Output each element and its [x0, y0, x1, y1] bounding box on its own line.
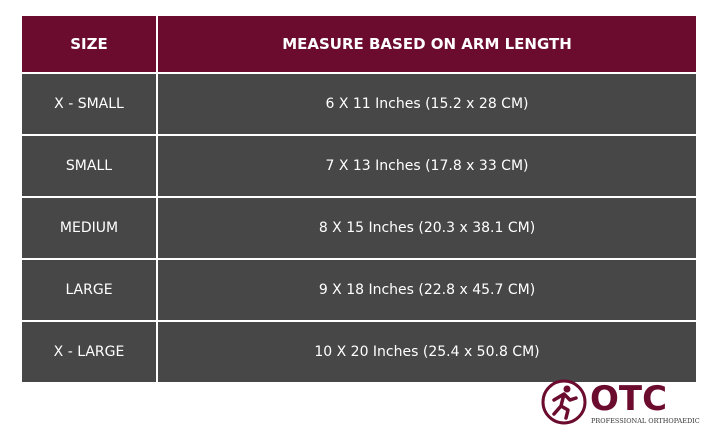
cell: 6 X 11 Inches (15.2 x 28 CM) [157, 73, 696, 136]
header-row: SIZE MEASURE BASED ON ARM LENGTH [22, 16, 696, 74]
cell: 9 X 18 Inches (22.8 x 45.7 CM) [157, 259, 696, 322]
cell: SMALL [22, 135, 158, 198]
row: X - LARGE 10 X 20 Inches (25.4 x 50.8 CM) [22, 321, 696, 384]
cell: 10 X 20 Inches (25.4 x 50.8 CM) [157, 321, 696, 384]
cell: 8 X 15 Inches (20.3 x 38.1 CM) [157, 197, 696, 260]
logo-tagline: PROFESSIONAL ORTHOPAEDIC [591, 417, 700, 425]
cell: X - LARGE [22, 321, 158, 384]
size-table: SIZE MEASURE BASED ON ARM LENGTH X - SMA… [22, 16, 696, 384]
header-cell: SIZE [22, 16, 158, 74]
header-cell: MEASURE BASED ON ARM LENGTH [157, 16, 696, 74]
row: X - SMALL 6 X 11 Inches (15.2 x 28 CM) [22, 73, 696, 136]
cell: X - SMALL [22, 73, 158, 136]
cell: MEDIUM [22, 197, 158, 260]
logo: OTC PROFESSIONAL ORTHOPAEDIC [541, 379, 700, 425]
logo-name: OTC [590, 379, 667, 419]
cell: 7 X 13 Inches (17.8 x 33 CM) [157, 135, 696, 198]
row: SMALL 7 X 13 Inches (17.8 x 33 CM) [22, 135, 696, 198]
row: LARGE 9 X 18 Inches (22.8 x 45.7 CM) [22, 259, 696, 322]
cell: LARGE [22, 259, 158, 322]
row: MEDIUM 8 X 15 Inches (20.3 x 38.1 CM) [22, 197, 696, 260]
